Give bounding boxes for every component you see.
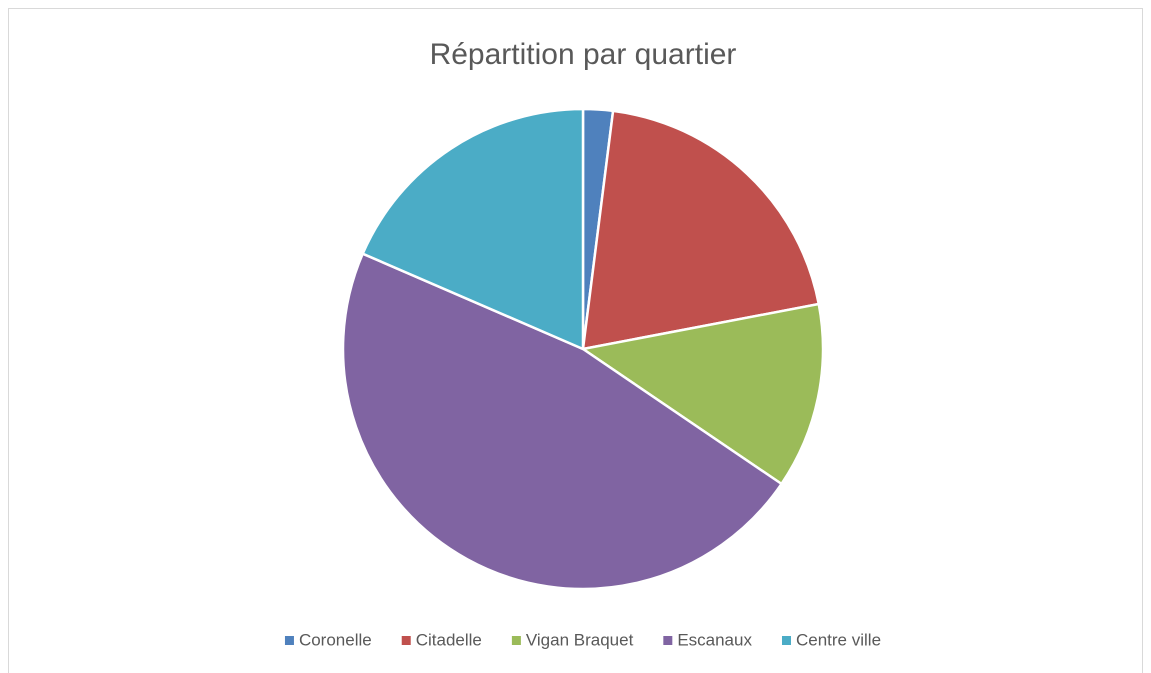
legend-swatch [401, 636, 411, 645]
legend-swatch [284, 636, 294, 645]
pie-slice [581, 109, 821, 351]
pie-slice [341, 252, 784, 591]
legend-label: Escanaux [677, 630, 752, 649]
legend-swatch [663, 636, 673, 645]
legend-label: Centre ville [796, 630, 881, 649]
legend-swatch [781, 636, 791, 645]
legend-label: Vigan Braquet [526, 630, 634, 649]
chart-title: Répartition par quartier [430, 38, 737, 71]
legend-label: Coronelle [299, 630, 372, 649]
legend-swatch [511, 636, 521, 645]
legend-label: Citadelle [416, 630, 482, 649]
pie-slice [579, 302, 825, 486]
pie-slice [361, 107, 585, 351]
